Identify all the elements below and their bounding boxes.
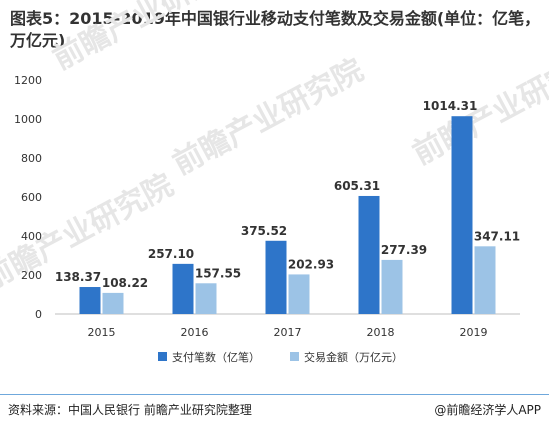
data-label: 108.22 — [102, 276, 148, 290]
chart-title: 图表5：2015-2019年中国银行业移动支付笔数及交易金额(单位：亿笔，万亿元… — [10, 9, 541, 50]
y-tick-label: 1200 — [14, 74, 42, 87]
y-axis: 0 200 400 600 800 1000 1200 — [14, 74, 42, 321]
legend-label: 支付笔数（亿笔） — [172, 350, 260, 364]
legend-label: 交易金额（万亿元） — [304, 350, 403, 364]
x-tick-label: 2015 — [88, 326, 116, 339]
bar — [358, 195, 380, 314]
bar — [265, 240, 287, 314]
bar — [381, 259, 403, 314]
data-label: 375.52 — [241, 224, 287, 238]
x-tick-label: 2016 — [181, 326, 209, 339]
bar-chart: 前瞻产业研究院 前瞻产业研究院 前瞻产业研究院 前瞻产业研究院 02004006… — [0, 0, 549, 364]
x-tick-label: 2019 — [460, 326, 488, 339]
bar — [195, 283, 217, 314]
footer-divider — [0, 394, 549, 395]
data-label: 202.93 — [288, 257, 334, 271]
legend-swatch — [290, 352, 299, 361]
bar — [172, 263, 194, 314]
y-tick-label: 0 — [35, 308, 42, 321]
y-tick-label: 400 — [21, 230, 42, 243]
data-label: 257.10 — [148, 247, 194, 261]
data-label: 277.39 — [381, 243, 427, 257]
data-label: 605.31 — [334, 179, 380, 193]
data-label: 157.55 — [195, 266, 241, 280]
source-note: 资料来源：中国人民银行 前瞻产业研究院整理 — [8, 403, 252, 417]
watermark-text-2: 前瞻产业研究院 — [167, 53, 369, 182]
x-tick-label: 2017 — [274, 326, 302, 339]
data-label: 138.37 — [55, 270, 101, 284]
bar — [451, 116, 473, 314]
x-axis: 2015 2016 2017 2018 2019 — [88, 326, 488, 339]
watermark-text-1: 前瞻产业研究院 — [47, 0, 249, 77]
data-label: 1014.31 — [423, 99, 478, 113]
bar — [79, 287, 101, 314]
y-tick-label: 600 — [21, 191, 42, 204]
bar — [102, 292, 124, 314]
y-tick-label: 200 — [21, 269, 42, 282]
data-label: 347.11 — [474, 229, 520, 243]
legend: 支付笔数（亿笔） 交易金额（万亿元） — [158, 350, 403, 364]
x-tick-label: 2018 — [367, 326, 395, 339]
y-tick-label: 800 — [21, 152, 42, 165]
credit-note: @前瞻经济学人APP — [434, 403, 541, 417]
bar — [288, 274, 310, 314]
bar — [474, 246, 496, 314]
legend-swatch — [158, 352, 167, 361]
y-tick-label: 1000 — [14, 113, 42, 126]
